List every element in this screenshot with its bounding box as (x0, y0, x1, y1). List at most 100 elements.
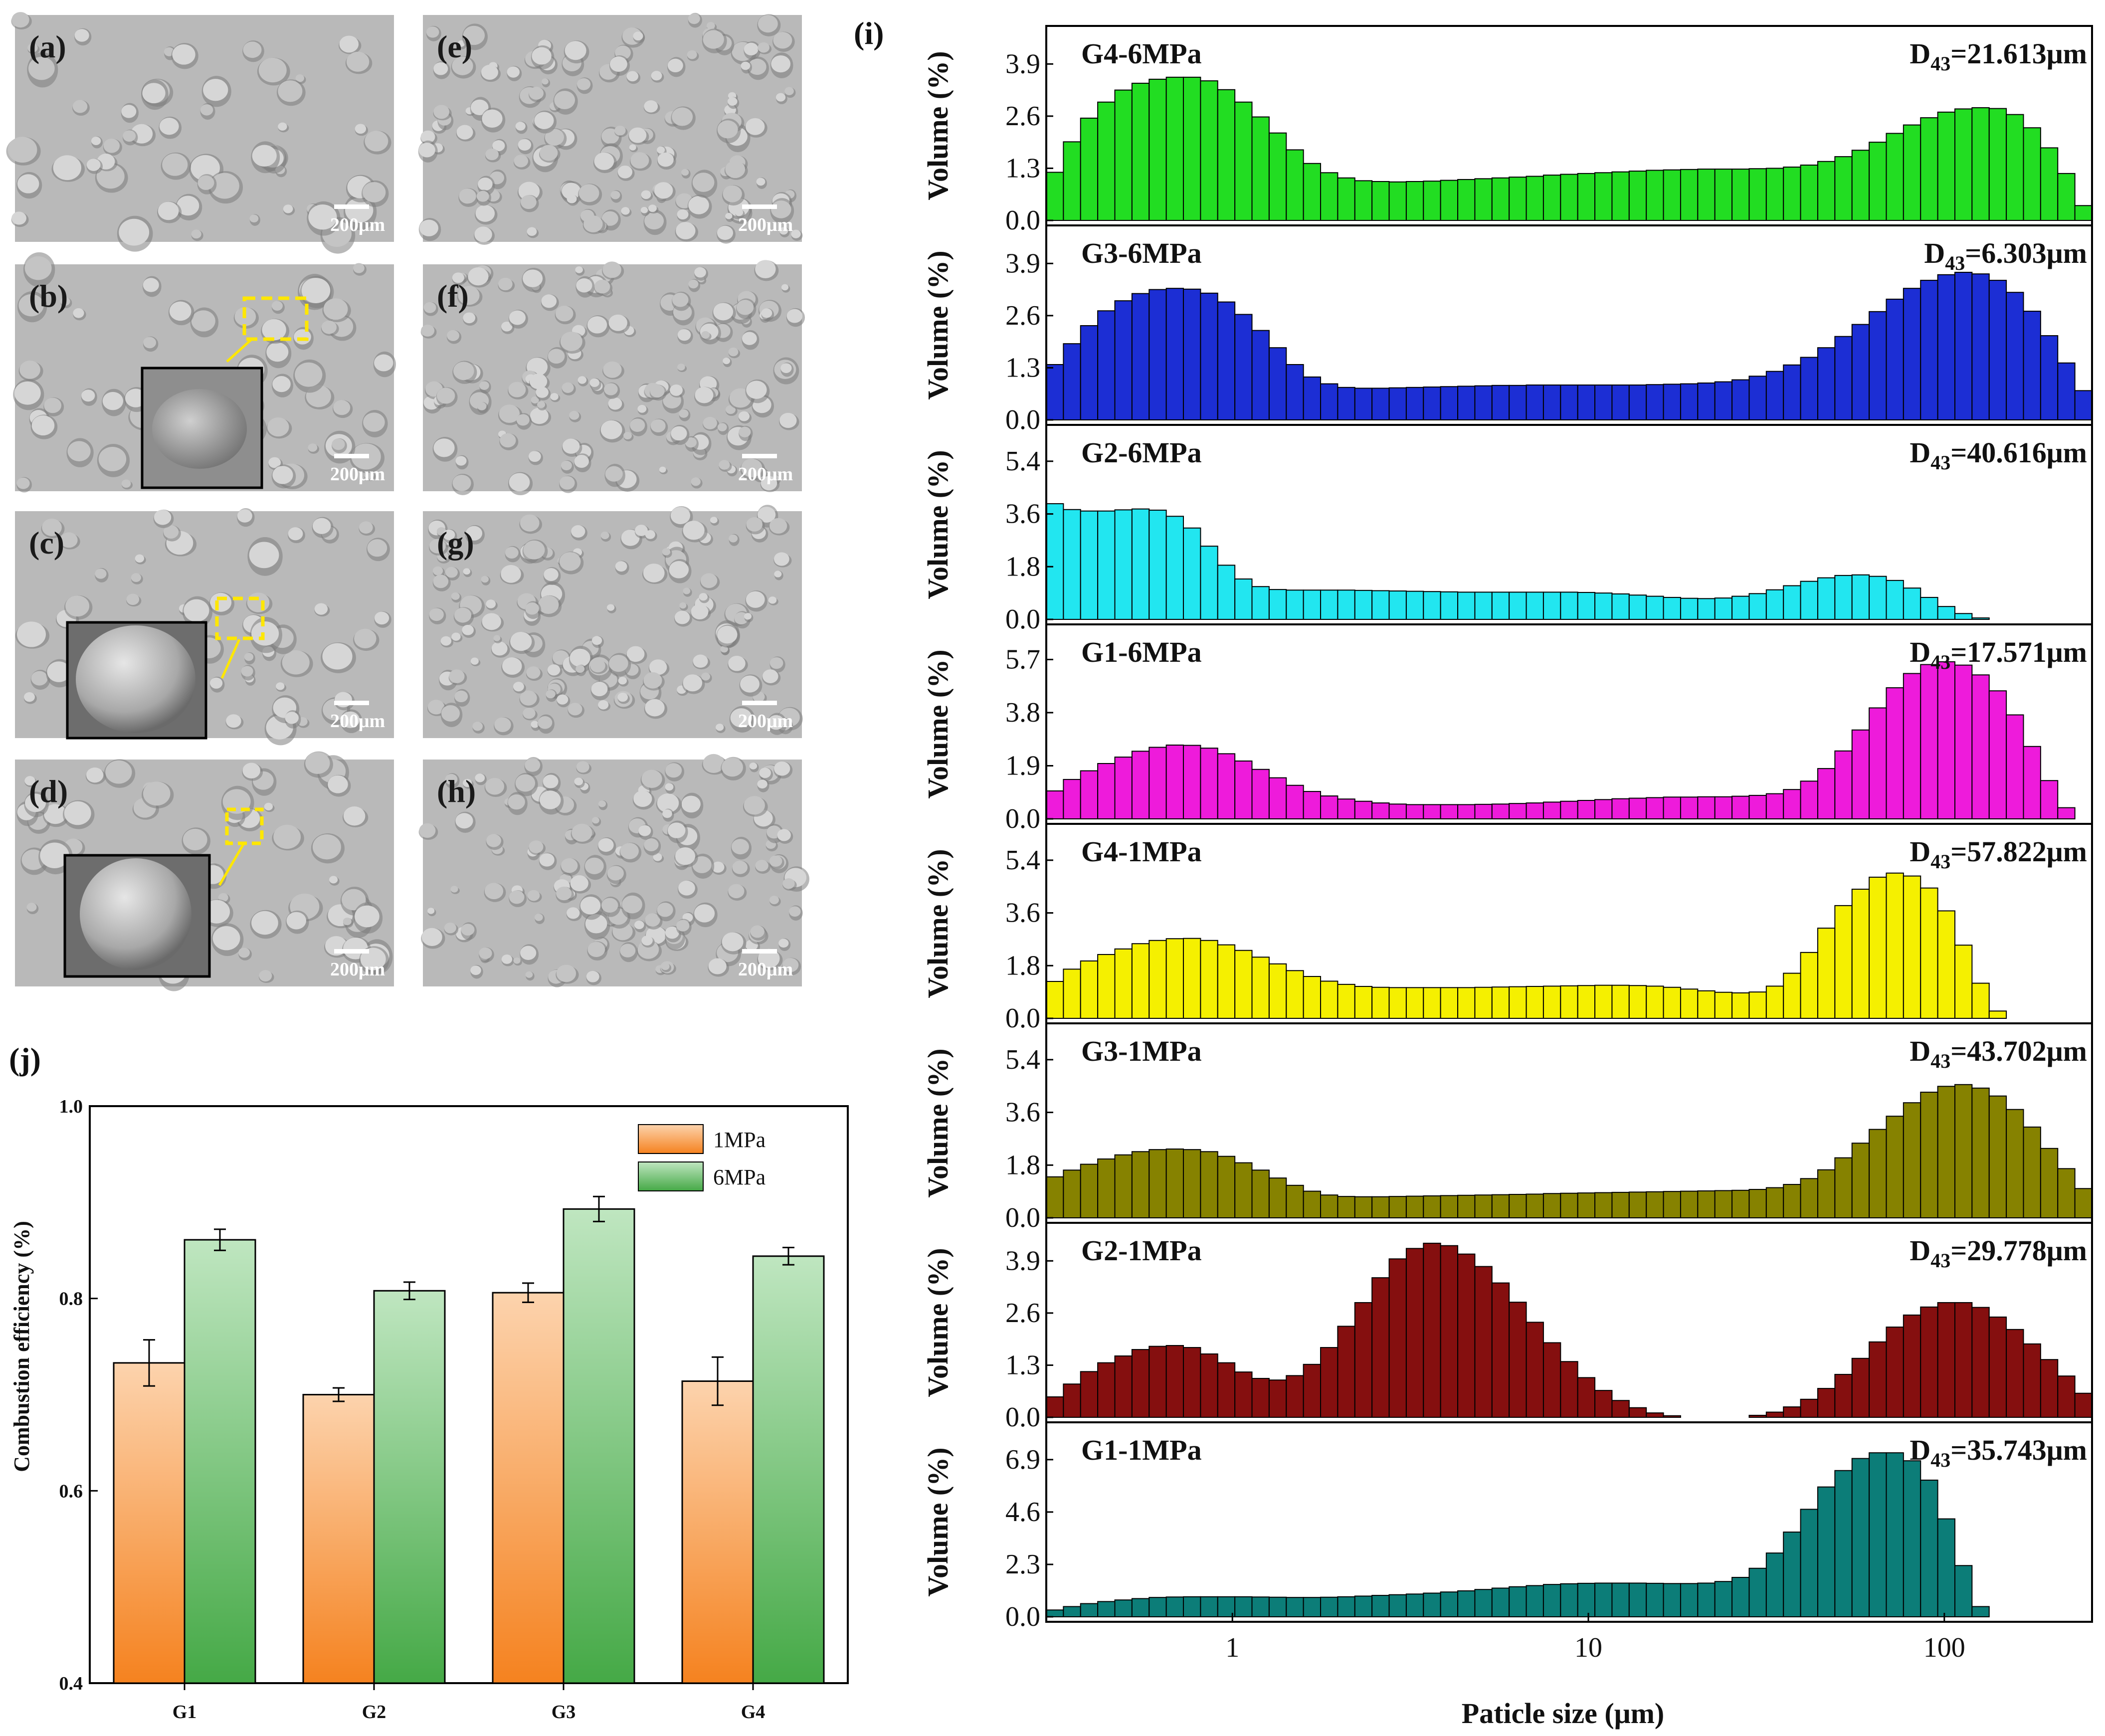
histogram-bar (1114, 757, 1133, 820)
scale-bar-label: 200μm (738, 711, 793, 732)
histogram-bar (1971, 273, 1990, 421)
histogram-bar (1440, 804, 1459, 819)
histogram-bar (1234, 1596, 1253, 1618)
particle (463, 25, 485, 45)
histogram-bar (1646, 1191, 1664, 1219)
particle (353, 263, 365, 273)
histogram-bar (1148, 747, 1167, 820)
histogram-bar (1869, 1452, 1887, 1617)
histogram-bar (1680, 383, 1699, 421)
particle (505, 547, 519, 559)
histogram-bar (1526, 385, 1544, 420)
series-name: G2-6MPa (1081, 436, 1202, 469)
particle (657, 152, 674, 167)
histogram-bar (1577, 985, 1596, 1019)
histogram-bar (2023, 311, 2041, 420)
histogram-bar (1474, 986, 1493, 1019)
particle (86, 159, 101, 171)
distribution-panel: 0.0 1.8 3.6 5.4 Volume (%) G3-1MPa D43=43.702μ… (922, 1022, 2093, 1233)
histogram-bar (1783, 364, 1801, 420)
d43-annotation: D43=35.743μm (1910, 1434, 2087, 1471)
histogram-bar (1457, 1590, 1476, 1618)
particle (591, 681, 608, 697)
d43-subscript: 43 (1945, 252, 1965, 274)
histogram-bar (1783, 972, 1801, 1019)
particle (661, 963, 670, 970)
particle (758, 507, 776, 523)
y-tick-label: 3.9 (1005, 48, 1040, 79)
histogram-bar (1320, 172, 1339, 221)
histogram-bar (1474, 591, 1493, 620)
histogram-bar (1234, 760, 1253, 820)
y-axis-title: Volume (%) (922, 1447, 954, 1596)
scale-bar (742, 701, 777, 705)
scale-bar (742, 454, 777, 458)
particle (614, 125, 626, 136)
histogram-bar (1748, 794, 1767, 819)
histogram-bar (1697, 1190, 1716, 1219)
particle (42, 518, 62, 537)
particle (529, 86, 544, 100)
histogram-bar (1783, 1406, 1801, 1418)
histogram-bar (1234, 314, 1253, 421)
particle (453, 362, 474, 381)
histogram-bar (1611, 171, 1630, 221)
particle (509, 310, 526, 325)
particle (24, 256, 52, 280)
histogram-bar (1731, 379, 1750, 421)
histogram-bar (1405, 181, 1424, 221)
histogram-bar (1440, 1245, 1459, 1418)
histogram-bar (1509, 177, 1527, 221)
particle (645, 530, 655, 539)
inset-particle (76, 625, 195, 733)
histogram-bar (1457, 1194, 1476, 1219)
histogram-bar (1628, 1582, 1647, 1617)
histogram-bar (1560, 174, 1578, 221)
histogram-bar (1131, 1598, 1150, 1617)
particle (98, 446, 127, 471)
particle (286, 912, 307, 930)
histogram-bar (1886, 1327, 1904, 1418)
particle (701, 331, 710, 339)
particle (603, 361, 622, 378)
histogram-bar (1268, 1596, 1287, 1618)
combustion-efficiency-chart: 0.4 0.6 0.8 1.0 G1 G2 G3 G4 1MPa 6MPa (59, 1096, 849, 1723)
particle (452, 56, 473, 75)
histogram-bar (1783, 1184, 1801, 1218)
histogram-bar (1509, 385, 1527, 421)
particle (520, 946, 537, 960)
histogram-bar (1817, 577, 1836, 620)
histogram-bar (1680, 1190, 1699, 1219)
particle (267, 417, 289, 437)
particle (163, 525, 179, 539)
particle (589, 378, 599, 387)
histogram-bar (1954, 108, 1973, 221)
particle (531, 721, 539, 728)
particle (701, 672, 711, 681)
particle (477, 178, 493, 191)
particle (359, 521, 373, 534)
particle (591, 636, 602, 645)
histogram-bar (1765, 985, 1784, 1019)
particle (247, 592, 270, 612)
particle (429, 608, 444, 621)
particle (72, 100, 88, 113)
sem-panel: (e) 200μm (418, 12, 803, 245)
particle (730, 708, 753, 728)
histogram-bar (1097, 763, 1116, 819)
particle (650, 385, 665, 398)
particle (121, 479, 131, 488)
histogram-bar (1200, 292, 1218, 421)
histogram-bar (1937, 1086, 1955, 1218)
particle (749, 763, 758, 770)
particle (568, 703, 582, 716)
particle (527, 227, 537, 236)
scale-bar (742, 204, 777, 209)
d43-annotation: D43=40.616μm (1910, 436, 2087, 474)
particle (314, 603, 328, 615)
particle (64, 801, 91, 825)
particle (443, 529, 455, 540)
scale-bar-label: 200μm (738, 214, 793, 235)
histogram-bar (2023, 1126, 2041, 1219)
particle (570, 875, 588, 892)
